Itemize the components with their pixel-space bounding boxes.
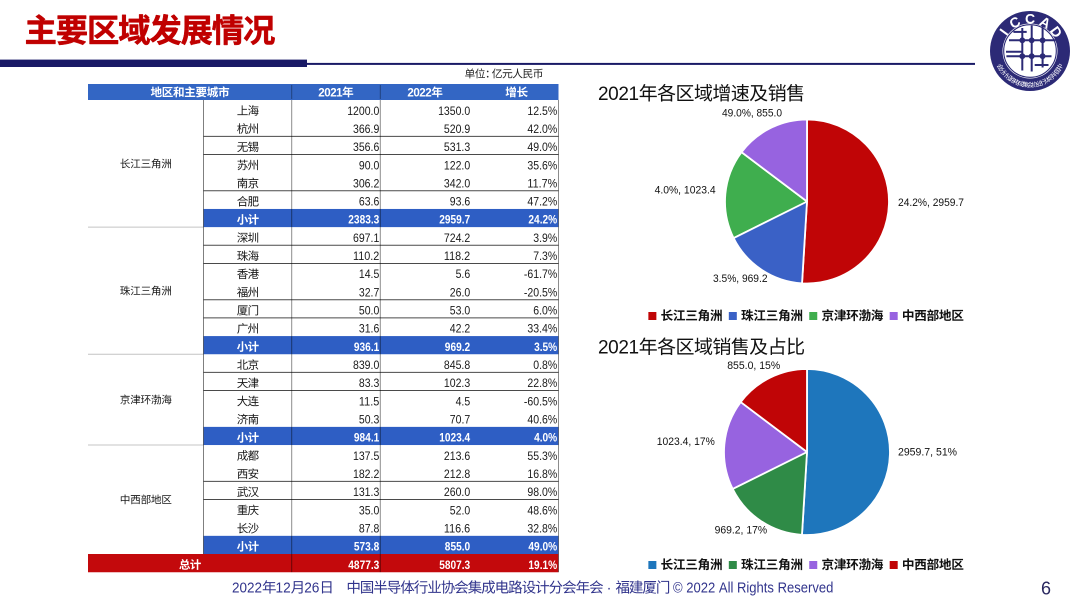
svg-text:1023.4: 1023.4	[439, 431, 470, 445]
svg-text:342.0: 342.0	[444, 176, 471, 190]
svg-text:98.0%: 98.0%	[527, 485, 557, 499]
svg-text:3.5%, 969.2: 3.5%, 969.2	[713, 273, 768, 285]
svg-text:32.7: 32.7	[359, 285, 379, 299]
svg-text:24.2%, 2959.7: 24.2%, 2959.7	[898, 197, 964, 209]
svg-text:16.8%: 16.8%	[527, 467, 557, 481]
svg-text:697.1: 697.1	[353, 231, 379, 245]
svg-text:1023.4, 17%: 1023.4, 17%	[657, 436, 715, 448]
svg-text:© 2022 All Rights Reserved: © 2022 All Rights Reserved	[669, 581, 833, 597]
svg-text:839.0: 839.0	[353, 358, 380, 372]
svg-text:90.0: 90.0	[359, 158, 380, 172]
svg-text:6.0%: 6.0%	[533, 304, 557, 318]
svg-text:50.0: 50.0	[359, 304, 380, 318]
svg-text:5.6: 5.6	[456, 267, 471, 281]
svg-text:26: 26	[304, 581, 319, 597]
svg-text:118.2: 118.2	[444, 249, 470, 263]
svg-text:52.0: 52.0	[450, 503, 471, 517]
svg-text:260.0: 260.0	[444, 485, 471, 499]
svg-text:845.8: 845.8	[444, 358, 471, 372]
svg-text:35.0: 35.0	[359, 503, 380, 517]
svg-text:306.2: 306.2	[353, 176, 379, 190]
svg-text:63.6: 63.6	[359, 195, 380, 209]
svg-text:22.8%: 22.8%	[527, 376, 557, 390]
svg-text:137.5: 137.5	[353, 449, 380, 463]
svg-text:12.5%: 12.5%	[527, 104, 557, 118]
svg-text:11.7%: 11.7%	[527, 176, 557, 190]
svg-text:24.2%: 24.2%	[528, 213, 557, 227]
svg-text:131.3: 131.3	[353, 485, 380, 499]
svg-text:102.3: 102.3	[444, 376, 471, 390]
svg-text:5807.3: 5807.3	[439, 558, 470, 572]
svg-text:969.2: 969.2	[445, 340, 471, 354]
svg-text:-20.5%: -20.5%	[524, 285, 558, 299]
svg-text:366.9: 366.9	[353, 122, 379, 136]
svg-text:2959.7: 2959.7	[439, 213, 470, 227]
svg-text:47.2%: 47.2%	[527, 195, 557, 209]
svg-text:4.0%, 1023.4: 4.0%, 1023.4	[655, 185, 716, 197]
svg-text:12: 12	[276, 581, 291, 597]
svg-text:53.0: 53.0	[450, 304, 471, 318]
svg-text:2959.7, 51%: 2959.7, 51%	[898, 447, 957, 459]
svg-text:2022: 2022	[232, 581, 262, 597]
svg-text:93.6: 93.6	[450, 195, 471, 209]
svg-text:35.6%: 35.6%	[527, 158, 557, 172]
svg-text:520.9: 520.9	[444, 122, 470, 136]
svg-text:C: C	[1025, 11, 1035, 27]
svg-text:2383.3: 2383.3	[348, 213, 379, 227]
svg-text:26.0: 26.0	[450, 285, 471, 299]
svg-text:969.2, 17%: 969.2, 17%	[715, 524, 768, 536]
svg-text:936.1: 936.1	[354, 340, 380, 354]
svg-text:83.3: 83.3	[359, 376, 380, 390]
svg-text:49.0%: 49.0%	[528, 540, 557, 554]
svg-text:212.8: 212.8	[444, 467, 471, 481]
svg-text:182.2: 182.2	[353, 467, 379, 481]
svg-text:48.6%: 48.6%	[527, 503, 557, 517]
svg-text:855.0: 855.0	[445, 540, 471, 554]
svg-text:122.0: 122.0	[444, 158, 471, 172]
svg-text:2022: 2022	[407, 86, 431, 99]
svg-text:40.6%: 40.6%	[527, 413, 557, 427]
svg-text:4.5: 4.5	[456, 394, 471, 408]
svg-text:87.8: 87.8	[359, 522, 380, 536]
svg-text:4.0%: 4.0%	[534, 431, 558, 445]
svg-text:11.5: 11.5	[359, 394, 380, 408]
svg-text:724.2: 724.2	[444, 231, 470, 245]
svg-text:2021: 2021	[598, 338, 639, 359]
svg-text:855.0, 15%: 855.0, 15%	[727, 360, 780, 372]
svg-text:42.0%: 42.0%	[527, 122, 557, 136]
svg-text:356.6: 356.6	[353, 140, 380, 154]
svg-text:70.7: 70.7	[450, 413, 470, 427]
svg-text:32.8%: 32.8%	[527, 522, 557, 536]
svg-text:19.1%: 19.1%	[528, 558, 557, 572]
svg-text:0.8%: 0.8%	[533, 358, 557, 372]
svg-text:1350.0: 1350.0	[438, 104, 470, 118]
svg-text:2021: 2021	[318, 86, 343, 99]
svg-text:49.0%: 49.0%	[527, 140, 557, 154]
svg-text:-61.7%: -61.7%	[524, 267, 558, 281]
svg-text:2021: 2021	[598, 84, 639, 105]
svg-text:116.6: 116.6	[444, 522, 471, 536]
svg-text:42.2: 42.2	[450, 322, 470, 336]
svg-text:55.3%: 55.3%	[527, 449, 557, 463]
svg-text:·: ·	[603, 581, 616, 597]
svg-text:110.2: 110.2	[353, 249, 379, 263]
svg-text:1200.0: 1200.0	[347, 104, 379, 118]
svg-text:531.3: 531.3	[444, 140, 471, 154]
svg-text:31.6: 31.6	[359, 322, 380, 336]
svg-text:573.8: 573.8	[354, 540, 380, 554]
svg-text:7.3%: 7.3%	[533, 249, 557, 263]
svg-text:49.0%, 855.0: 49.0%, 855.0	[722, 108, 782, 120]
svg-text:4877.3: 4877.3	[348, 558, 379, 572]
svg-text:-60.5%: -60.5%	[524, 394, 558, 408]
svg-text:213.6: 213.6	[444, 449, 471, 463]
svg-text:3.5%: 3.5%	[534, 340, 558, 354]
svg-text:50.3: 50.3	[359, 413, 380, 427]
svg-text:6: 6	[1041, 579, 1051, 599]
svg-text:984.1: 984.1	[354, 431, 380, 445]
svg-text:33.4%: 33.4%	[527, 322, 557, 336]
svg-text:14.5: 14.5	[359, 267, 380, 281]
svg-text:3.9%: 3.9%	[533, 231, 557, 245]
